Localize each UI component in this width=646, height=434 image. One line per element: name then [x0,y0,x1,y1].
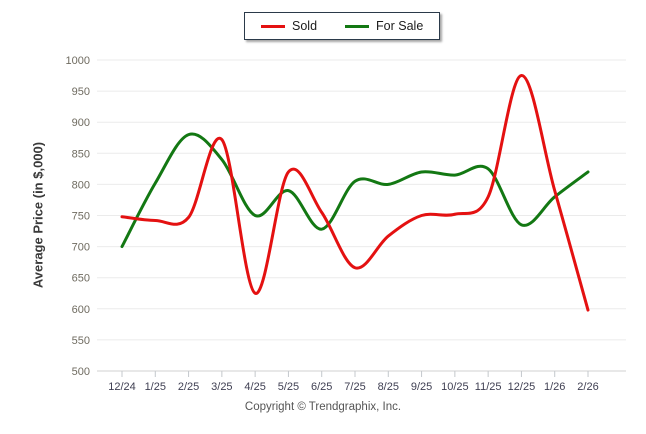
series-line-for-sale [120,132,590,249]
x-tick-label: 2/26 [577,381,598,393]
x-tick-label: 3/25 [211,381,232,393]
x-tick-label: 6/25 [311,381,332,393]
y-tick-label: 550 [72,335,90,347]
y-tick-label: 1000 [66,55,90,67]
x-tick-label: 10/25 [441,381,469,393]
legend-label-for-sale: For Sale [376,19,424,33]
x-tick-label: 9/25 [411,381,432,393]
series-line-sold [120,74,590,312]
for-sale-line-swatch [345,24,370,28]
x-tick-label: 4/25 [244,381,265,393]
y-tick-label: 950 [72,86,90,98]
x-tick-label: 8/25 [378,381,399,393]
legend-label-sold: Sold [292,19,318,33]
sold-line-swatch [261,24,285,28]
chart-legend: Sold For Sale [244,12,441,40]
x-tick-label: 1/26 [544,381,565,393]
y-tick-label: 500 [72,366,90,378]
x-tick-label: 12/25 [508,381,536,393]
y-tick-label: 900 [72,117,90,129]
x-tick-label: 5/25 [278,381,299,393]
x-tick-label: 1/25 [145,381,166,393]
y-tick-label: 800 [72,179,90,191]
copyright-text: Copyright © Trendgraphix, Inc. [244,401,402,413]
y-tick-label: 650 [72,273,90,285]
y-tick-label: 600 [72,304,90,316]
y-tick-label: 700 [72,242,90,254]
x-tick-label: 11/25 [475,381,502,393]
y-tick-label: 750 [72,211,90,223]
y-tick-label: 850 [72,148,90,160]
x-tick-label: 2/25 [178,381,199,393]
x-tick-label: 12/24 [108,381,136,393]
legend-item-for-sale: For Sale [345,19,423,33]
legend-item-sold: Sold [261,19,317,33]
x-tick-label: 7/25 [344,381,365,393]
